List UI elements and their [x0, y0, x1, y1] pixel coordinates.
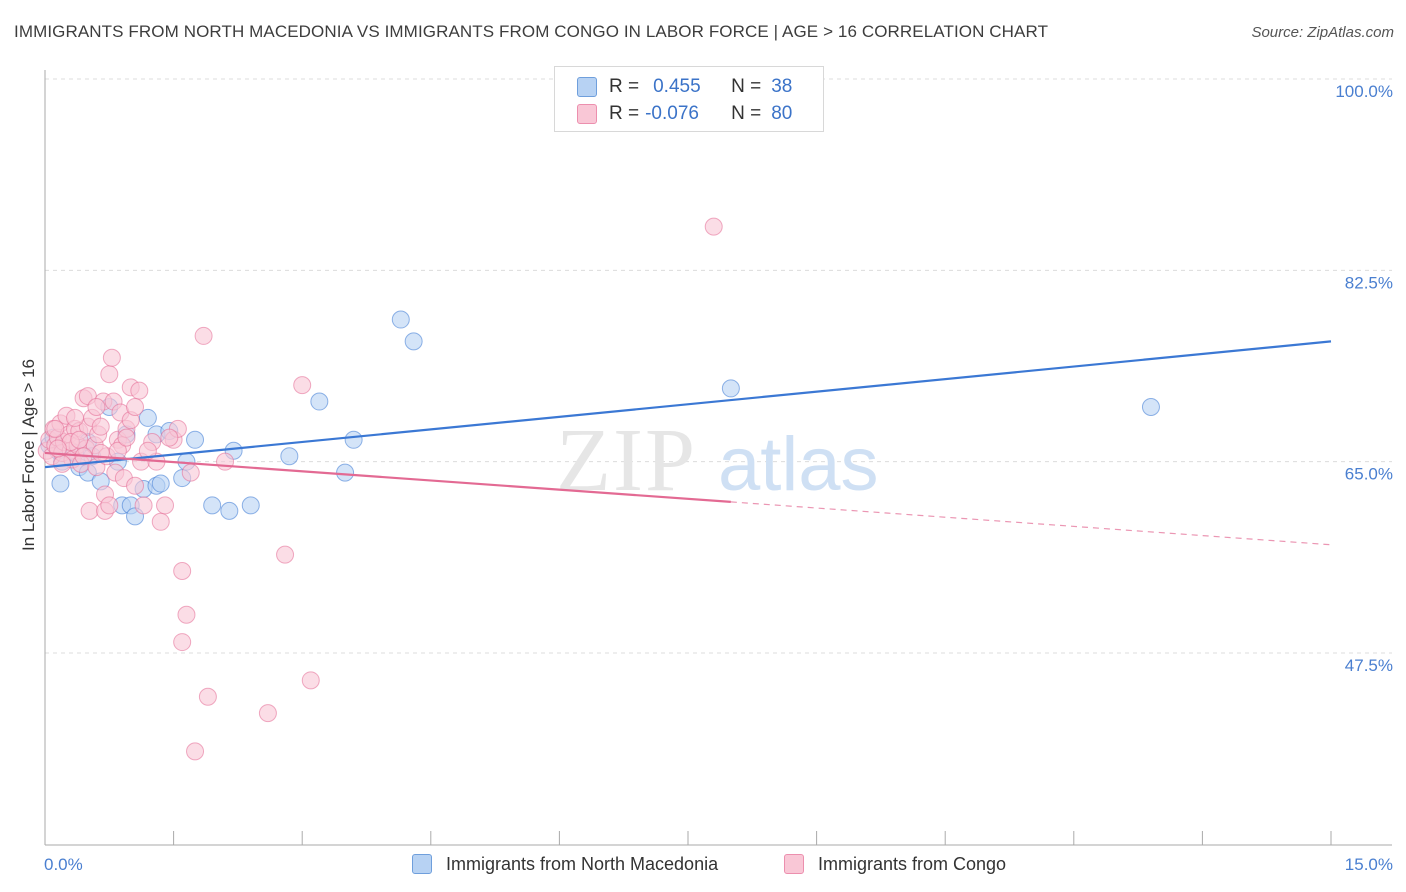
data-point: [46, 419, 65, 438]
legend-n-label: N =: [731, 76, 762, 97]
data-point: [130, 381, 149, 400]
legend-n-value: 38: [771, 76, 793, 97]
series-legend-congo: Immigrants from Congo: [784, 852, 1006, 876]
data-point: [156, 496, 175, 515]
data-point: [404, 332, 423, 351]
legend-r-value: -0.076: [645, 103, 699, 124]
data-point: [293, 376, 312, 395]
legend-swatch-blue: [577, 77, 597, 97]
y-tick-label: 65.0%: [1345, 465, 1393, 484]
legend-row-congo: R = -0.076 N = 80: [577, 101, 792, 127]
data-point: [1141, 398, 1160, 416]
stats-legend: R = 0.455 N = 38 R = -0.076 N = 80: [554, 66, 824, 132]
data-point: [310, 392, 329, 411]
data-point: [216, 452, 235, 471]
data-point: [117, 428, 136, 447]
legend-n-label: N =: [731, 103, 762, 124]
data-point: [258, 704, 277, 723]
trend-lines: [44, 340, 1332, 546]
data-point: [126, 476, 145, 495]
legend-r-label: R =: [609, 76, 640, 97]
data-point: [391, 310, 410, 329]
y-tick-label: 100.0%: [1335, 82, 1393, 101]
legend-r-value: 0.455: [653, 76, 701, 97]
series-legend-label: Immigrants from Congo: [818, 853, 1007, 874]
data-point: [203, 496, 222, 515]
data-point: [280, 447, 299, 466]
series-legend-swatch-pink: [784, 854, 804, 874]
data-point: [151, 512, 170, 531]
data-point: [70, 430, 89, 449]
data-point: [704, 217, 723, 236]
data-point: [100, 365, 119, 384]
data-point: [301, 671, 320, 690]
legend-n-value: 80: [771, 103, 793, 124]
watermark: ZIP atlas: [556, 411, 879, 510]
data-point: [220, 501, 239, 520]
data-point: [186, 742, 205, 761]
y-tick-label: 47.5%: [1345, 656, 1393, 675]
chart-title: IMMIGRANTS FROM NORTH MACEDONIA VS IMMIG…: [14, 22, 1049, 41]
data-point: [721, 379, 740, 398]
data-point: [51, 474, 70, 493]
data-point: [336, 463, 355, 482]
data-point: [276, 545, 295, 564]
legend-swatch-pink: [577, 104, 597, 124]
watermark-atlas: atlas: [718, 422, 879, 507]
data-point: [91, 443, 110, 462]
data-point: [173, 562, 192, 580]
series-legend-north-macedonia: Immigrants from North Macedonia: [412, 852, 718, 876]
data-point: [194, 326, 213, 345]
series-congo: [37, 217, 723, 761]
trend-line: [44, 451, 731, 503]
series-legend-label: Immigrants from North Macedonia: [446, 853, 719, 874]
x-tick-label: 15.0%: [1345, 855, 1393, 874]
data-point: [66, 408, 85, 427]
x-tick-label: 0.0%: [44, 855, 83, 874]
data-point: [87, 398, 106, 416]
data-point: [241, 496, 260, 515]
legend-r-label: R =: [609, 103, 640, 124]
data-point: [344, 430, 363, 449]
trend-line: [44, 340, 1332, 469]
data-point: [186, 430, 205, 449]
data-point: [134, 496, 153, 515]
y-tick-labels: 100.0% 82.5% 65.0% 47.5%: [1335, 82, 1393, 675]
data-point: [173, 633, 192, 652]
data-point: [80, 501, 99, 520]
data-point: [102, 348, 121, 367]
grid-lines: [45, 78, 1392, 654]
source-credit: Source: ZipAtlas.com: [1251, 24, 1394, 41]
data-point: [126, 398, 145, 416]
series-legend-swatch-blue: [412, 854, 432, 874]
data-point: [160, 428, 179, 447]
data-point: [100, 496, 119, 515]
data-point: [91, 417, 110, 436]
legend-row-north-macedonia: R = 0.455 N = 38: [577, 74, 792, 100]
data-point: [198, 687, 217, 706]
data-point: [181, 463, 200, 482]
data-point: [151, 474, 170, 493]
x-tick-labels: 0.0% 15.0%: [44, 855, 1393, 874]
trend-line-extension: [730, 501, 1332, 546]
y-tick-label: 82.5%: [1345, 273, 1393, 292]
y-axis-title: In Labor Force | Age > 16: [19, 359, 38, 551]
data-point: [177, 605, 196, 624]
